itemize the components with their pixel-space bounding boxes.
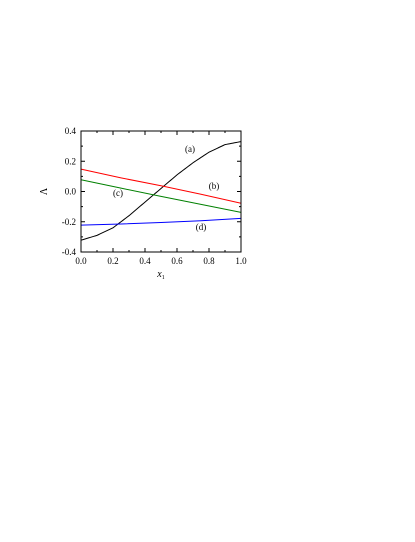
x-axis-label: x1 xyxy=(156,269,164,281)
y-tick-label: -0.2 xyxy=(62,217,76,227)
series-label-b: (b) xyxy=(209,181,220,191)
x-tick-label: 1.0 xyxy=(235,256,247,266)
series-line-a xyxy=(80,141,242,241)
y-axis-label: Λ xyxy=(39,187,50,195)
series-line-c xyxy=(80,179,242,213)
x-tick-label: 0.4 xyxy=(139,256,151,266)
x-axis-label-main: x xyxy=(156,269,162,280)
y-tick-label: 0.2 xyxy=(65,156,76,166)
series-line-b xyxy=(80,168,242,204)
y-tick-label: -0.4 xyxy=(62,247,77,257)
labels-layer: 0.0 0.2 0.4 0.6 0.8 1.0 -0.4 -0.2 0.0 0.2 0.4 x1 Λ (a… xyxy=(39,126,247,281)
x-tick-label: 0.2 xyxy=(107,256,118,266)
series-layer xyxy=(80,141,242,241)
x-tick-label: 0.6 xyxy=(171,256,183,266)
series-label-a: (a) xyxy=(185,144,195,154)
plot-frame xyxy=(80,130,242,253)
x-tick-label: 0.8 xyxy=(203,256,215,266)
axes-layer xyxy=(80,130,242,253)
y-tick-label: 0.0 xyxy=(65,187,77,197)
x-axis-label-subscript: 1 xyxy=(162,275,165,281)
series-line-d xyxy=(80,217,242,226)
x-tick-label: 0.0 xyxy=(75,256,87,266)
y-tick-label: 0.4 xyxy=(65,126,77,136)
series-label-c: (c) xyxy=(113,188,123,198)
series-label-d: (d) xyxy=(196,222,207,232)
